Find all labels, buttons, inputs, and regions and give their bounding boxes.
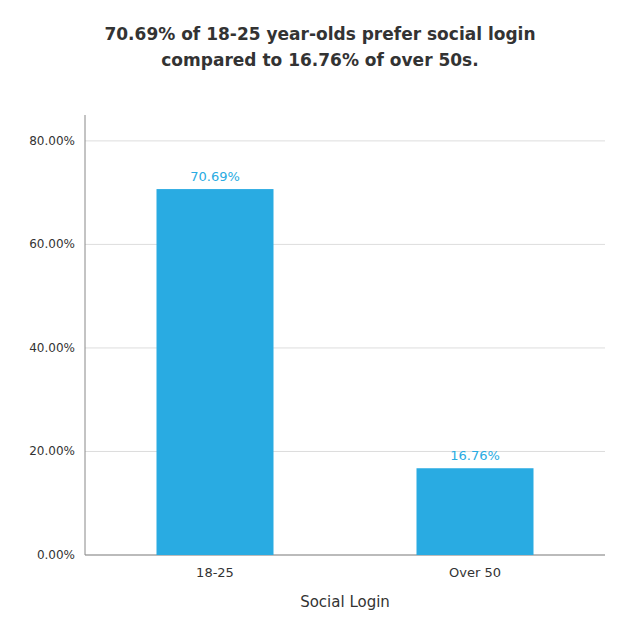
chart: 70.69% of 18-25 year-olds prefer social … bbox=[0, 0, 640, 635]
x-tick-label: 18-25 bbox=[196, 565, 234, 580]
y-tick-label: 0.00% bbox=[37, 548, 75, 562]
title: 70.69% of 18-25 year-olds prefer social … bbox=[104, 24, 535, 44]
y-tick-label: 60.00% bbox=[29, 237, 75, 251]
x-tick-label: Over 50 bbox=[449, 565, 501, 580]
data-label: 70.69% bbox=[190, 169, 240, 184]
bar bbox=[157, 189, 274, 555]
bar bbox=[417, 468, 534, 555]
grid-line bbox=[85, 140, 605, 141]
bars bbox=[157, 189, 534, 555]
x-axis-label: Social Login bbox=[300, 593, 390, 611]
subtitle: compared to 16.76% of over 50s. bbox=[161, 50, 478, 70]
y-tick-label: 40.00% bbox=[29, 341, 75, 355]
data-label: 16.76% bbox=[450, 448, 500, 463]
y-axis-line bbox=[85, 115, 86, 555]
chart-container: 70.69% of 18-25 year-olds prefer social … bbox=[0, 0, 640, 635]
y-tick-label: 20.00% bbox=[29, 444, 75, 458]
y-tick-label: 80.00% bbox=[29, 134, 75, 148]
